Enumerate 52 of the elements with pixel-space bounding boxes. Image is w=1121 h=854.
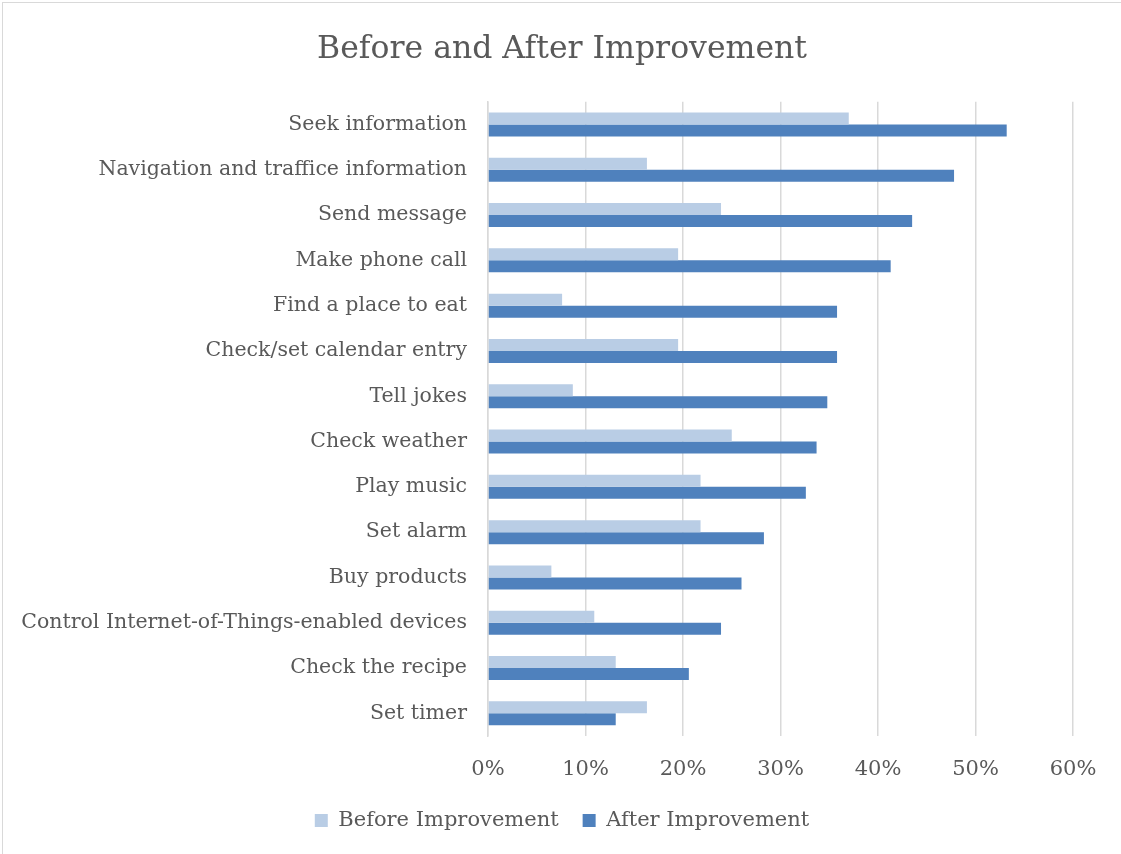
chart-title: Before and After Improvement	[317, 29, 808, 66]
bar	[488, 215, 913, 228]
legend-label: Before Improvement	[338, 806, 560, 831]
x-tick-label: 40%	[854, 756, 902, 781]
legend-label: After Improvement	[605, 806, 810, 831]
y-tick-label: Buy products	[328, 563, 467, 588]
y-tick-label: Set timer	[369, 699, 468, 724]
y-tick-label: Navigation and traffice information	[98, 156, 467, 181]
bar	[488, 429, 732, 442]
bar	[488, 112, 849, 125]
bar	[488, 486, 806, 499]
bar	[488, 384, 573, 397]
x-tick-label: 60%	[1049, 756, 1097, 781]
y-tick-label: Make phone call	[295, 246, 467, 271]
bar	[488, 656, 616, 669]
y-tick-label: Tell jokes	[369, 382, 467, 407]
x-tick-label: 10%	[562, 756, 609, 781]
y-tick-label: Find a place to eat	[272, 291, 468, 316]
x-tick-label: 0%	[471, 756, 505, 781]
x-tick-label: 50%	[952, 756, 999, 781]
y-tick-label: Set alarm	[365, 518, 467, 543]
bar	[488, 520, 701, 533]
bar	[488, 169, 955, 182]
x-tick-label: 20%	[659, 756, 707, 781]
y-tick-label: Seek information	[288, 110, 467, 135]
bar	[488, 610, 595, 623]
y-tick-label: Check the recipe	[290, 654, 467, 679]
bar	[488, 305, 838, 318]
bar	[488, 713, 616, 726]
y-tick-label: Send message	[317, 201, 467, 226]
bar	[488, 577, 742, 590]
bar	[488, 565, 552, 578]
bar	[488, 441, 817, 454]
bar	[488, 396, 828, 409]
bar	[488, 622, 722, 635]
bar	[488, 474, 701, 487]
y-tick-label: Check weather	[310, 427, 468, 452]
bar	[488, 293, 563, 306]
bar	[488, 248, 679, 261]
bar	[488, 668, 689, 681]
y-tick-label: Check/set calendar entry	[205, 337, 468, 362]
bar	[488, 157, 647, 170]
bar	[488, 701, 647, 714]
x-tick-label: 30%	[757, 756, 804, 781]
bar	[488, 532, 764, 545]
bar	[488, 124, 1007, 137]
y-tick-label: Control Internet-of-Things-enabled devices	[21, 609, 467, 634]
bar	[488, 203, 722, 216]
bar	[488, 338, 679, 351]
bar	[488, 350, 838, 363]
bar	[488, 260, 891, 273]
y-tick-label: Play music	[355, 473, 467, 498]
